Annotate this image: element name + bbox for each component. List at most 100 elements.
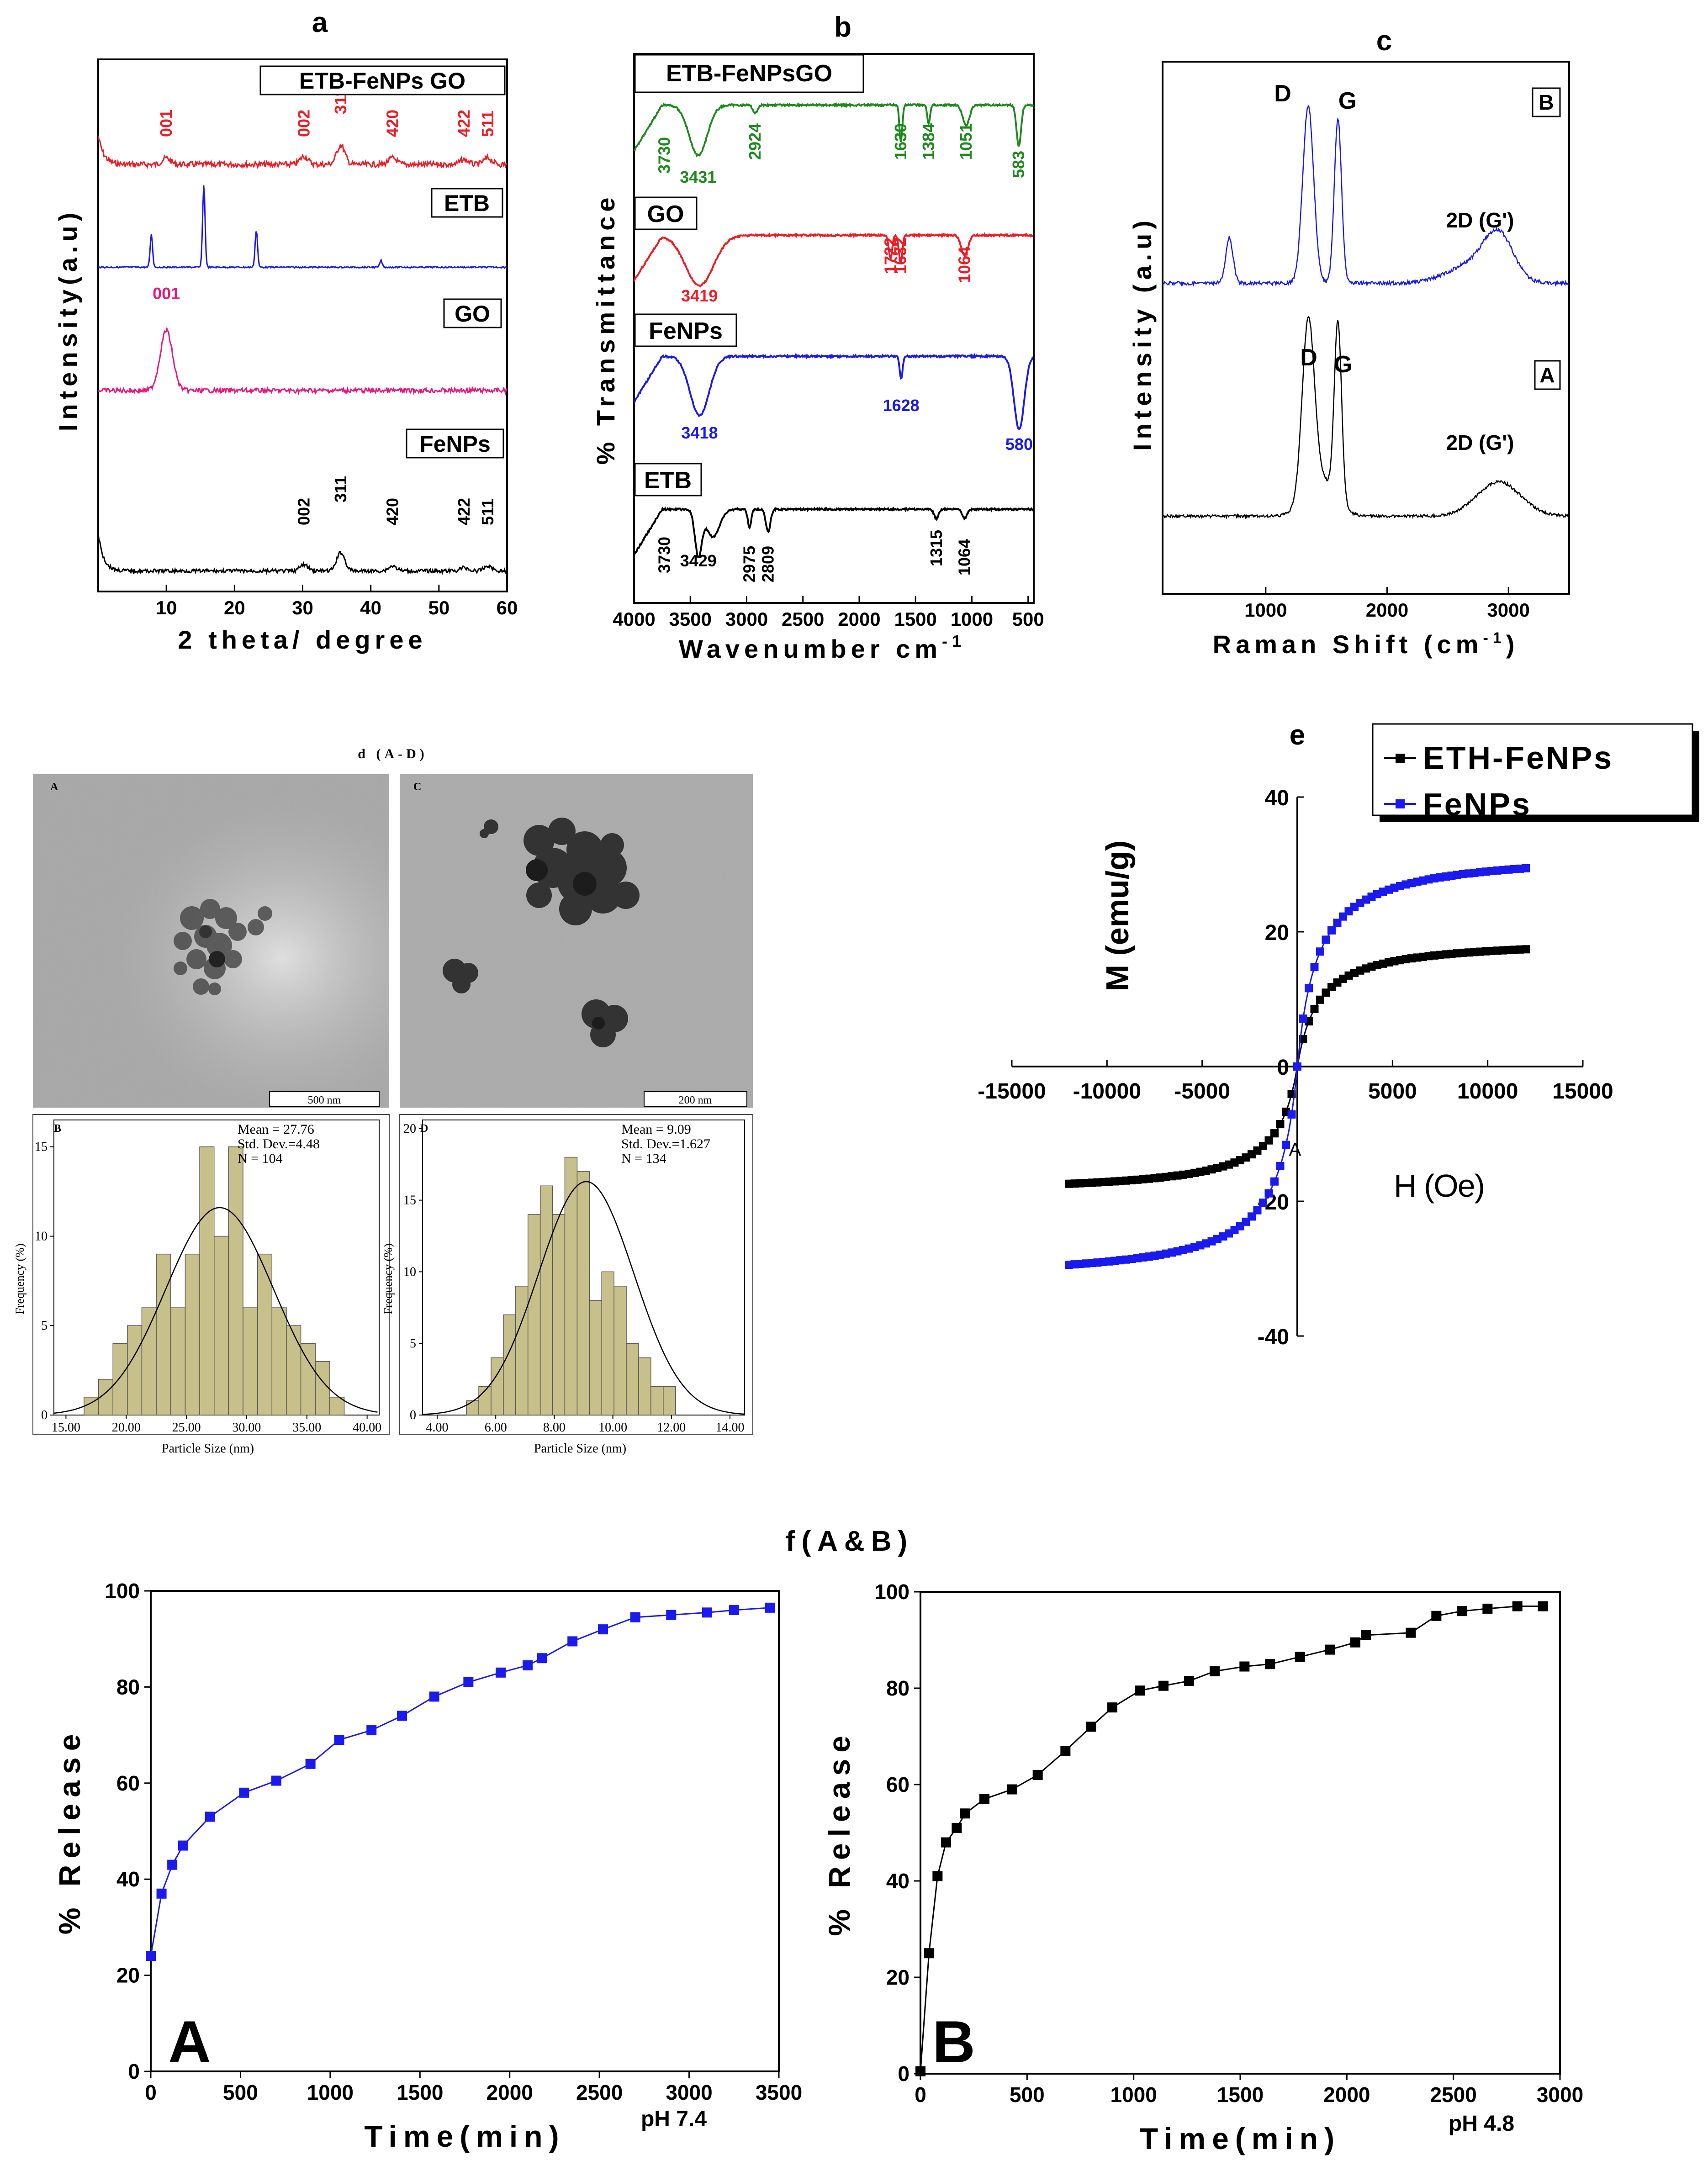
legend-box-etb-fenpsgo	[634, 54, 864, 93]
legend-box-fenps	[406, 428, 504, 459]
release-point-23	[1431, 1611, 1442, 1621]
xrd-tick-label-2: 30	[292, 597, 313, 618]
hist-normal-fit	[53, 1207, 378, 1414]
release-segment-0	[920, 1953, 930, 2071]
hist-bar-7	[185, 1253, 200, 1415]
hyst-point-0	[1264, 1136, 1273, 1145]
release-y-tick-label-1: 20	[886, 1965, 910, 1989]
hist-bar-17	[329, 1397, 345, 1415]
release-point-4	[952, 1822, 962, 1833]
panel-c-raman: c 1000 2000 3000 D G 2D (G') B D G 2D (G')…	[1128, 25, 1570, 659]
ftir-label-3-5: 1064	[955, 539, 974, 576]
release-point-11	[429, 1691, 439, 1702]
hyst-point-1	[1333, 919, 1342, 927]
ftir-tick-label-2: 3000	[725, 608, 768, 630]
hist-b-panel: B	[54, 1123, 61, 1135]
hyst-point-0	[1270, 1129, 1279, 1138]
release-point-19	[666, 1610, 677, 1620]
release-x-tick-label-2: 1000	[1110, 2083, 1157, 2107]
release-point-22	[1406, 1627, 1416, 1638]
release-point-14	[1184, 1676, 1194, 1686]
panel-f-title: f(A&B)	[786, 1526, 914, 1557]
release-point-21	[729, 1605, 739, 1616]
xrd-tick-label-5: 60	[497, 597, 518, 618]
release-point-8	[1032, 1769, 1043, 1780]
panel-c-y-label: Intensity (a.u)	[1128, 216, 1157, 451]
panel-d-tem: d (A-D) 500 nm A	[13, 746, 753, 1456]
hist-bar-3	[503, 1314, 516, 1415]
ftir-trace-2	[633, 353, 1034, 430]
raman-a-g-label: G	[1334, 351, 1352, 378]
legend-box-b-fenps	[634, 313, 737, 347]
hyst-point-1	[1299, 1014, 1307, 1023]
hist-x-tick-label-1: 20.00	[112, 1421, 141, 1435]
release-x-tick-label-7: 3500	[756, 2081, 802, 2104]
raman-a-d-label: D	[1300, 344, 1317, 371]
panel-b-traces	[633, 102, 1034, 558]
legend-etb-fenpsgo: ETB-FeNPsGO	[666, 60, 832, 87]
ftir-label-3-4: 1315	[927, 530, 946, 566]
legend-box-etb-fenps-go	[259, 65, 506, 95]
release-segment-16	[572, 1628, 603, 1642]
panel-e-vsm: e -15000 -10000 -5000 5000 10000 15000-40-200…	[978, 719, 1699, 1349]
release-point-3	[941, 1837, 951, 1848]
histogram-b: 15.00 20.00 25.00 30.00 35.00 40.00 0 5 10 15 Mea…	[13, 1114, 390, 1456]
release-segment-21	[1366, 1632, 1411, 1636]
xrd-tick-label-3: 40	[360, 597, 381, 618]
release-y-tick-label-3: 60	[116, 1771, 140, 1795]
panel-e-title: e	[1290, 719, 1305, 751]
hist-bar-10	[589, 1300, 602, 1415]
hist-bar-5	[156, 1253, 171, 1415]
ftir-tick-label-7: 500	[1012, 608, 1044, 630]
panel-b-ftir: b 3730 3431 2924 1630 1384 1051 583 3419 1722163…	[591, 11, 1044, 663]
panel-f-release: f(A&B) 0 500 1000 1500 2000 2500 3000 350002040…	[53, 1526, 1583, 2155]
release-panel-b: 0 500 1000 1500 2000 2500 3000 0 20 40 60 80 100 Time…	[822, 1580, 1583, 2155]
hist-bar-4	[141, 1307, 157, 1415]
panel-c-traces	[1163, 104, 1569, 520]
hist-bar-8	[564, 1157, 578, 1415]
xrd-label-3-3: 422	[455, 498, 473, 525]
hist-y-tick-label-3: 15	[35, 1140, 48, 1154]
tem-image-c: 200 nm C	[400, 774, 753, 1108]
release-point-11	[1107, 1702, 1117, 1713]
hyst-y-tick-label-4: 40	[1265, 786, 1289, 810]
hist-bar-11	[243, 1307, 258, 1415]
histogram-d-plot: 4.00 6.00 8.00 10.00 12.00 14.00 0 5 10 15 20	[403, 1120, 745, 1435]
panel-c-x-label-end: )	[1506, 630, 1519, 659]
ftir-label-0-0: 3730	[655, 137, 674, 174]
panel-a-x-ticks: 10 20 30 40 50 60	[156, 585, 518, 618]
xrd-trace-1	[98, 185, 508, 269]
release-y-label: % Release	[822, 1729, 856, 1936]
hist-b-n: N = 104	[238, 1151, 283, 1166]
release-x-tick-label-3: 1500	[397, 2081, 443, 2104]
release-segment-6	[276, 1763, 311, 1781]
ftir-label-1-0: 3419	[681, 286, 718, 305]
release-segment-2	[936, 1842, 947, 1876]
hyst-x-tick-label-0: -15000	[978, 1079, 1046, 1104]
ftir-tick-label-6: 1000	[951, 608, 993, 630]
panel-c-x-label-main: Raman Shift (cm	[1213, 630, 1483, 659]
hyst-point-1	[1522, 864, 1530, 872]
release-point-16	[567, 1636, 578, 1647]
hist-x-tick-label-5: 40.00	[353, 1421, 381, 1435]
legend-etb-fenps-go: ETB-FeNPs GO	[299, 68, 465, 94]
release-x-tick-label-1: 500	[1010, 2083, 1045, 2107]
ftir-tick-label-3: 2500	[782, 608, 824, 630]
hist-bar-15	[300, 1343, 316, 1415]
xrd-label-0-1: 002	[294, 110, 313, 137]
ftir-trace-0	[633, 102, 1034, 158]
legend-box-b-go	[634, 196, 698, 230]
release-point-9	[1060, 1746, 1071, 1756]
hyst-x-tick-label-5: 10000	[1457, 1079, 1518, 1104]
hyst-point-1	[1276, 1162, 1285, 1170]
raman-b-name: B	[1539, 90, 1554, 114]
hist-bar-15	[650, 1386, 664, 1415]
hist-x-tick-label-0: 15.00	[52, 1421, 80, 1435]
panel-c-x-ticks: 1000 2000 3000	[1244, 587, 1530, 621]
panel-b-y-label: % Transmittance	[591, 193, 620, 465]
hist-y-tick-label-0: 0	[410, 1408, 416, 1422]
ftir-label-2-0: 3418	[681, 423, 718, 442]
release-point-10	[1086, 1722, 1096, 1732]
hist-y-tick-label-2: 10	[35, 1229, 48, 1243]
raman-trace-1	[1163, 316, 1569, 520]
